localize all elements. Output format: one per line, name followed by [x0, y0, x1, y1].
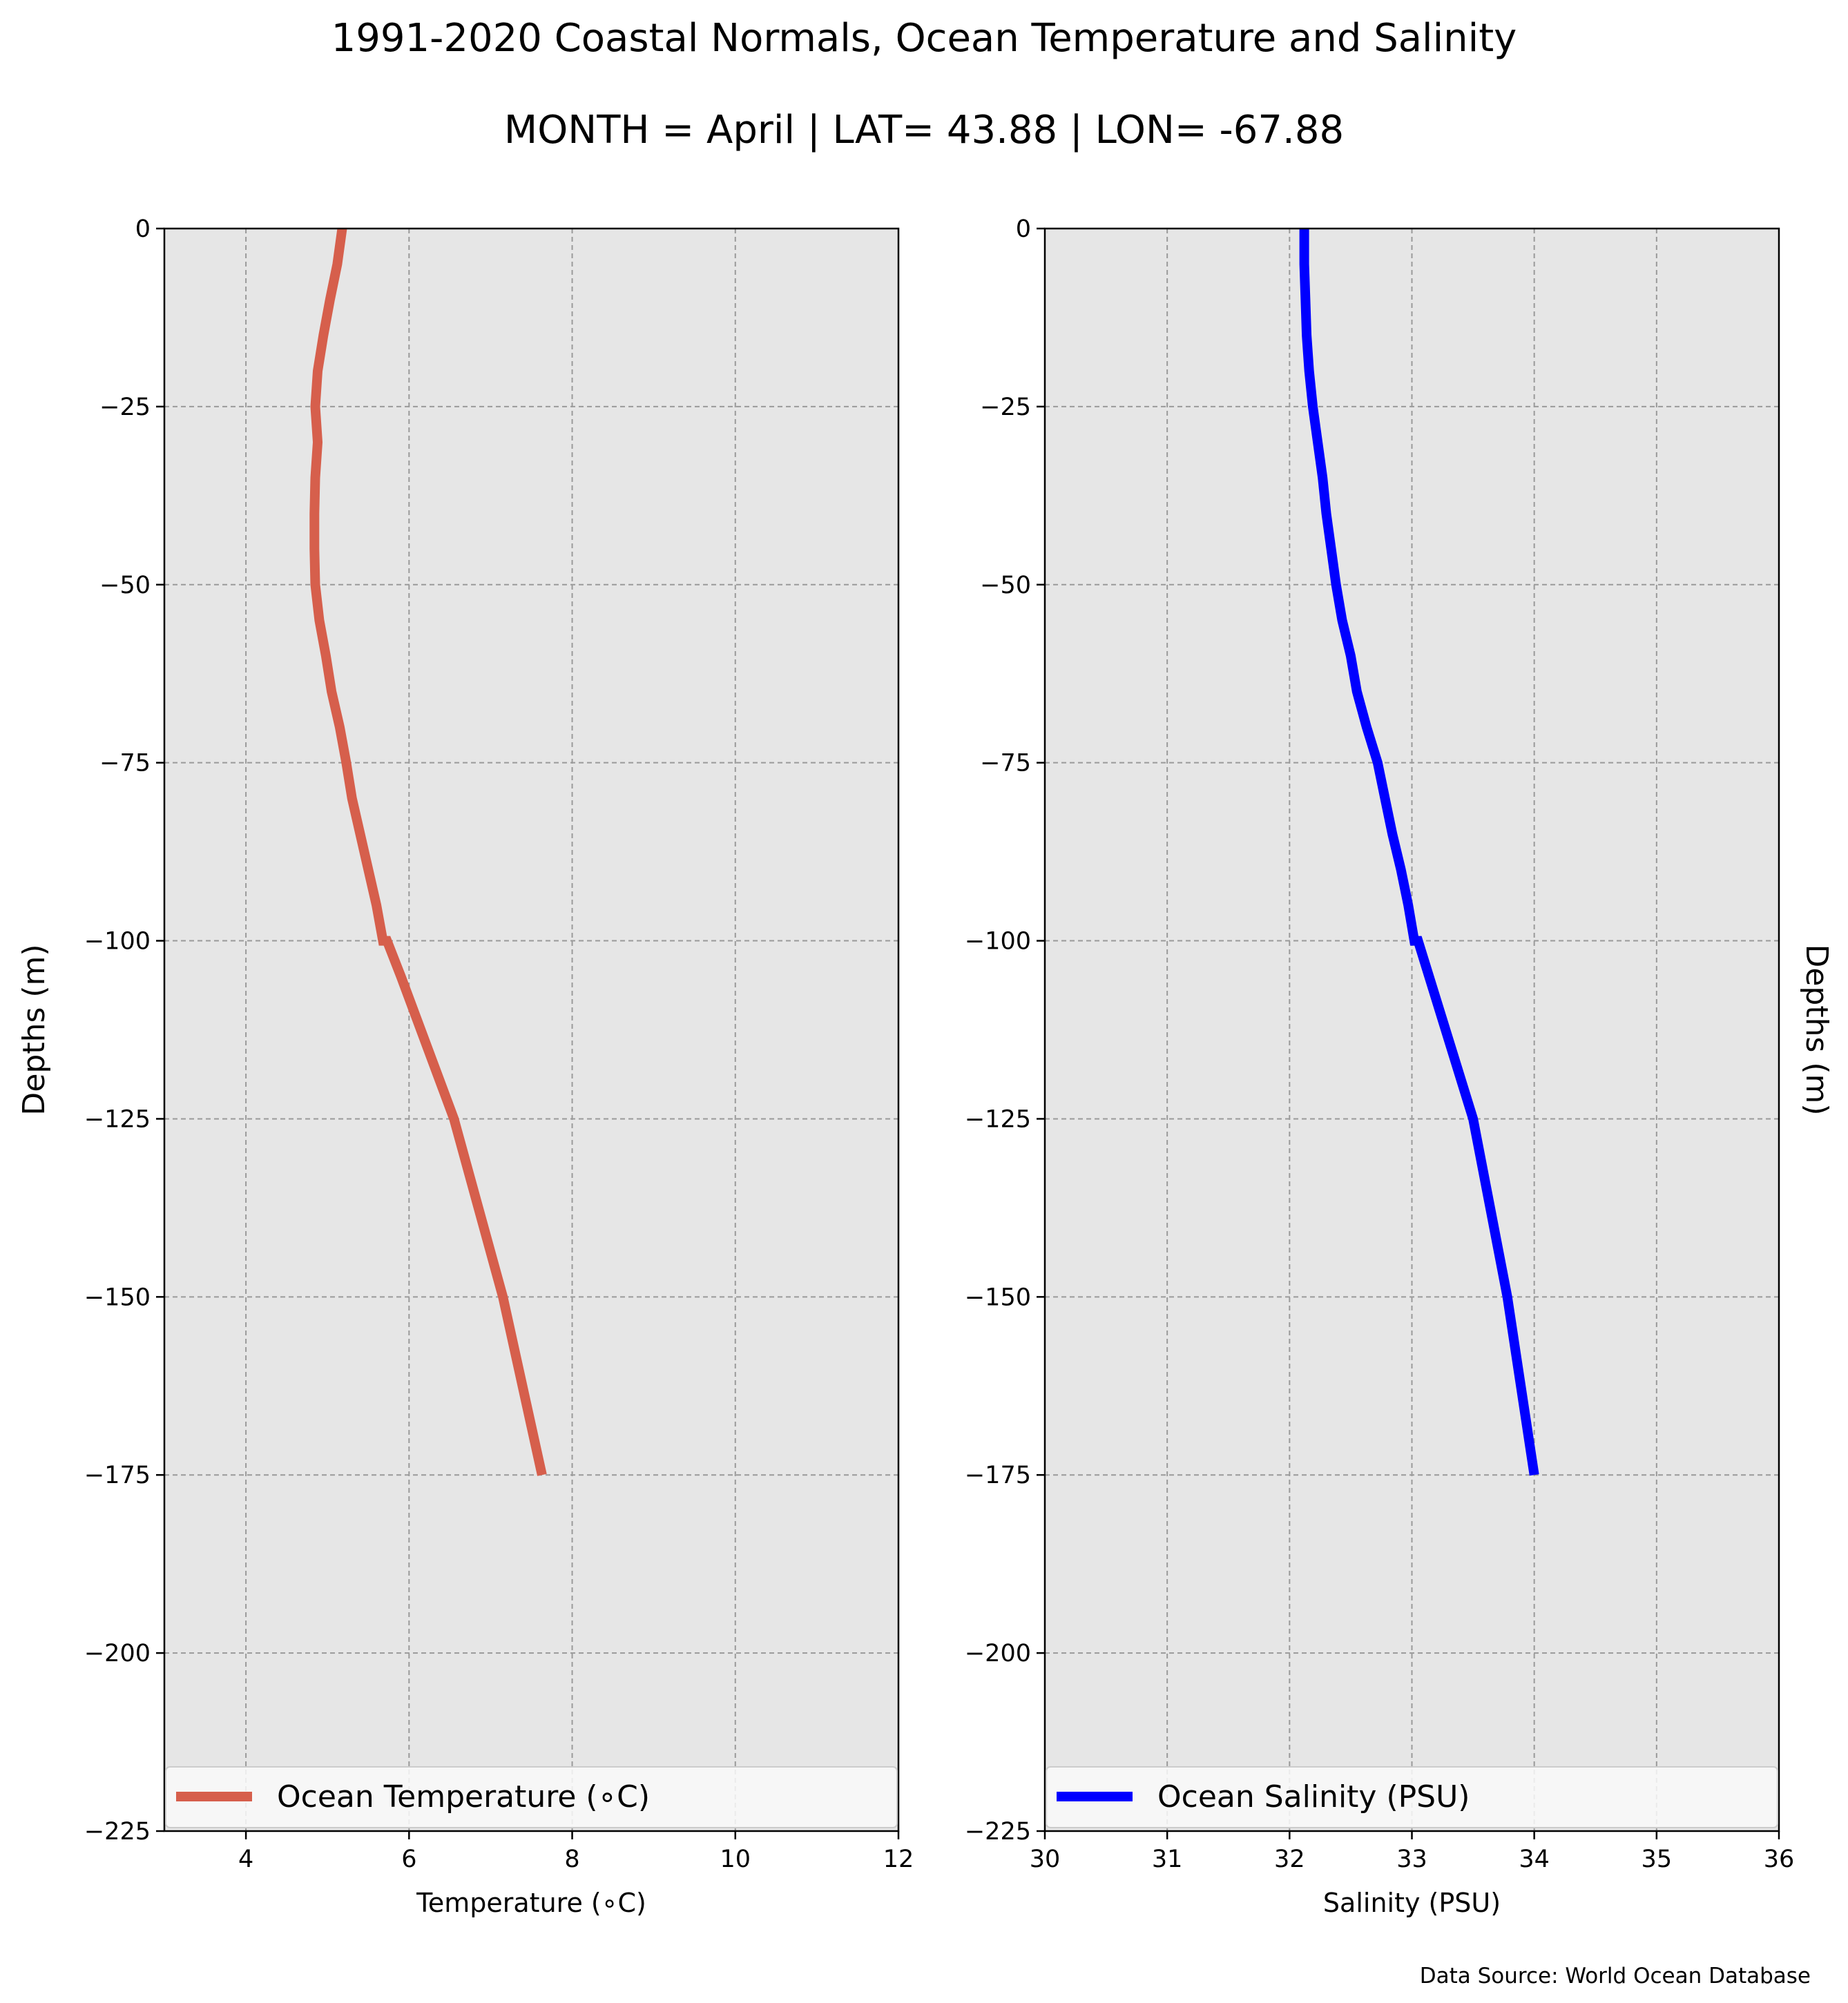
- salinity-series-line: [1299, 229, 1539, 1476]
- salinity-y-tick-label: −200: [965, 1640, 1031, 1667]
- temperature-y-tick-label: −100: [84, 928, 151, 956]
- temperature-legend: Ocean Temperature (∘C): [165, 1766, 898, 1828]
- salinity-legend: Ocean Salinity (PSU): [1046, 1766, 1778, 1828]
- chart-title: 1991-2020 Coastal Normals, Ocean Tempera…: [331, 16, 1517, 61]
- temperature-panel: 4 6 8 10 12 0 −25 −50 −75 −100 −125 −150 −175 −200 −22…: [17, 215, 914, 1918]
- temperature-y-tick-label: −200: [84, 1640, 151, 1667]
- temperature-x-axis-label: Temperature (∘C): [416, 1888, 646, 1918]
- temperature-series-line: [309, 228, 547, 1476]
- salinity-x-tick-label: 31: [1152, 1846, 1183, 1873]
- temperature-x-tick-label: 10: [720, 1846, 751, 1873]
- temperature-y-tick-label: −175: [84, 1462, 151, 1489]
- salinity-y-tick-label: −25: [980, 394, 1031, 421]
- salinity-panel: 30 31 32 33 34 35 36 0 −25 −50 −75 −100 −125 −150 −175…: [965, 215, 1834, 1918]
- temperature-y-tick-label: 0: [135, 215, 151, 243]
- salinity-y-tick-label: −50: [980, 572, 1031, 599]
- temperature-y-tick-label: −225: [84, 1818, 151, 1846]
- temperature-x-tick-label: 4: [238, 1846, 253, 1873]
- temperature-y-tick-label: −150: [84, 1284, 151, 1311]
- temperature-legend-label: Ocean Temperature (∘C): [277, 1779, 650, 1815]
- chart-subtitle: MONTH = April | LAT= 43.88 | LON= -67.88: [504, 108, 1344, 153]
- salinity-y-tick-label: −100: [965, 928, 1031, 956]
- temperature-y-tick-label: −50: [99, 572, 151, 599]
- temperature-legend-box: [165, 1766, 898, 1828]
- salinity-legend-box: [1046, 1766, 1778, 1828]
- temperature-plot-area: [164, 229, 898, 1831]
- temperature-x-tick-label: 8: [564, 1846, 579, 1873]
- salinity-x-tick-label: 35: [1642, 1846, 1673, 1873]
- salinity-y-tick-label: −75: [980, 750, 1031, 777]
- salinity-x-tick-label: 34: [1519, 1846, 1550, 1873]
- temperature-axes-frame: [163, 227, 900, 1832]
- temperature-y-tick-label: −75: [99, 750, 151, 777]
- salinity-x-tick-label: 36: [1764, 1846, 1795, 1873]
- data-source-note: Data Source: World Ocean Database: [1420, 1964, 1811, 1989]
- salinity-y-tick-label: −225: [965, 1818, 1031, 1846]
- salinity-x-tick-label: 32: [1274, 1846, 1305, 1873]
- temperature-x-tick-label: 6: [401, 1846, 416, 1873]
- temperature-y-axis-label: Depths (m): [17, 944, 52, 1115]
- temperature-y-tick-label: −25: [99, 394, 151, 421]
- temperature-y-tick-label: −125: [84, 1105, 151, 1133]
- salinity-y-tick-label: −125: [965, 1105, 1031, 1133]
- salinity-y-tick-label: −150: [965, 1284, 1031, 1311]
- salinity-x-tick-label: 33: [1396, 1846, 1427, 1873]
- temperature-x-tick-label: 12: [883, 1846, 914, 1873]
- salinity-y-axis-label: Depths (m): [1799, 944, 1834, 1115]
- salinity-legend-label: Ocean Salinity (PSU): [1157, 1779, 1470, 1815]
- salinity-x-axis-label: Salinity (PSU): [1323, 1888, 1501, 1918]
- salinity-x-tick-label: 30: [1030, 1846, 1061, 1873]
- salinity-y-tick-label: 0: [1016, 215, 1031, 243]
- salinity-y-tick-label: −175: [965, 1462, 1031, 1489]
